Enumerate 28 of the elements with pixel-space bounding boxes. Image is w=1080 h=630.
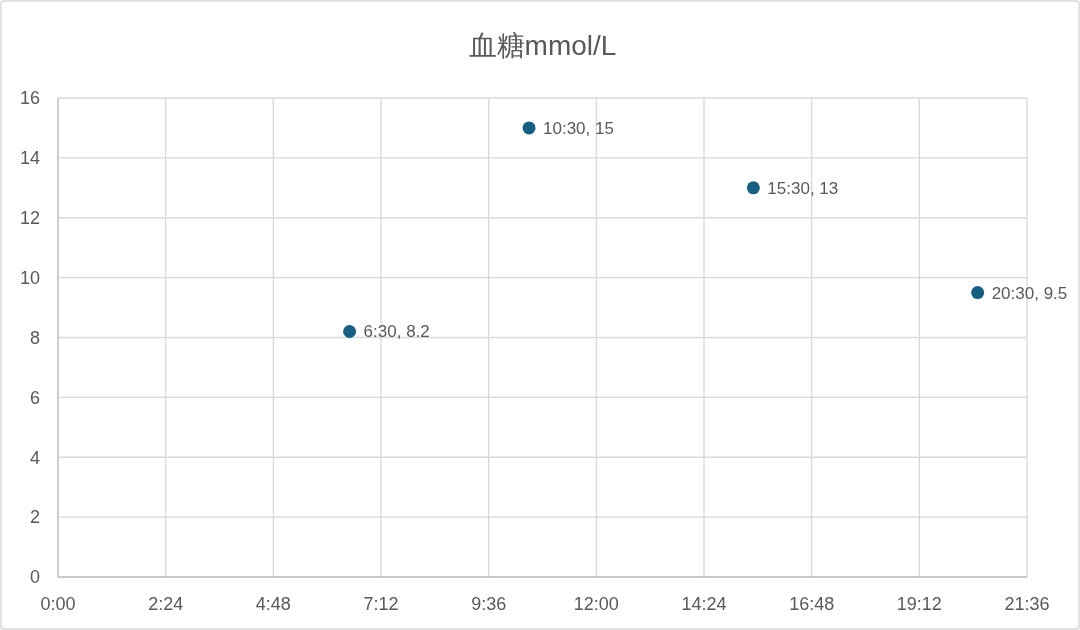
chart-title: 血糖mmol/L (468, 30, 617, 61)
y-tick-label: 10 (19, 267, 40, 288)
data-label: 15:30, 13 (767, 178, 839, 198)
y-tick-label: 2 (29, 507, 40, 528)
x-tick-label: 19:12 (896, 594, 942, 615)
x-tick-label: 0:00 (40, 594, 76, 615)
x-tick-label: 9:36 (471, 594, 507, 615)
y-tick-label: 14 (19, 148, 40, 169)
point (522, 121, 536, 135)
data-label: 10:30, 15 (543, 118, 614, 138)
x-tick-label: 12:00 (573, 594, 619, 615)
point (971, 286, 985, 300)
y-tick-label: 16 (19, 88, 40, 109)
x-tick-label: 16:48 (789, 594, 835, 615)
y-tick-label: 8 (29, 327, 40, 348)
x-tick-label: 7:12 (363, 594, 399, 615)
y-tick-label: 12 (19, 208, 40, 229)
point (746, 181, 760, 195)
y-tick-label: 0 (29, 567, 40, 588)
x-tick-label: 14:24 (681, 594, 727, 615)
x-tick-label: 21:36 (1004, 594, 1050, 615)
y-tick-label: 4 (29, 447, 40, 468)
point (343, 325, 357, 338)
y-tick-label: 6 (29, 387, 40, 408)
x-tick-label: 4:48 (255, 594, 291, 615)
data-label: 20:30, 9.5 (991, 283, 1068, 303)
x-tick-label: 2:24 (148, 594, 184, 615)
data-label: 6:30, 8.2 (363, 322, 430, 342)
